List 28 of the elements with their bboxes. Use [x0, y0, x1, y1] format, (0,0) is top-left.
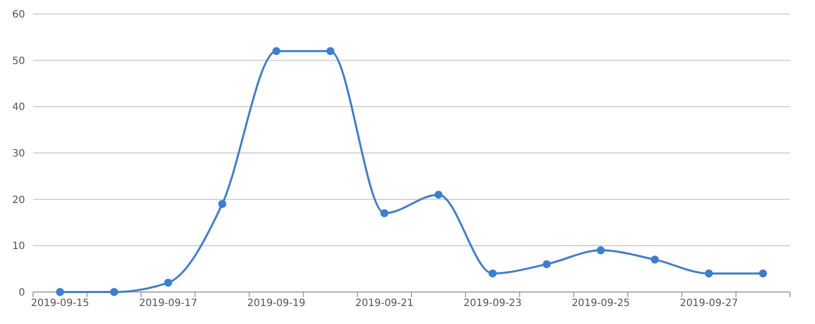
y-tick-label: 0 [18, 288, 25, 298]
x-tick-label: 2019-09-17 [139, 298, 198, 309]
y-tick-label: 50 [12, 56, 25, 67]
x-tick-label: 2019-09-21 [355, 298, 414, 309]
point [218, 200, 226, 208]
point [110, 288, 118, 296]
x-tick-label: 2019-09-19 [247, 298, 306, 309]
point [380, 209, 388, 218]
point [56, 288, 64, 296]
x-tick-label: 2019-09-27 [680, 298, 738, 309]
point [596, 246, 605, 254]
y-tick-label: 40 [12, 102, 25, 114]
x-tick-label: 2019-09-15 [30, 298, 90, 309]
point [272, 47, 280, 56]
y-tick-label: 20 [12, 194, 25, 206]
point [164, 278, 172, 287]
y-tick-label: 30 [12, 148, 25, 160]
point [488, 269, 497, 278]
point [704, 269, 713, 278]
y-tick-label: 60 [12, 10, 25, 20]
point [650, 256, 659, 264]
point [758, 269, 767, 278]
point [434, 190, 443, 199]
y-tick-label: 10 [12, 241, 25, 252]
x-tick-label: 2019-09-23 [464, 298, 522, 309]
x-tick-label: 2019-09-25 [572, 298, 630, 309]
point [542, 260, 551, 268]
point [326, 47, 334, 56]
